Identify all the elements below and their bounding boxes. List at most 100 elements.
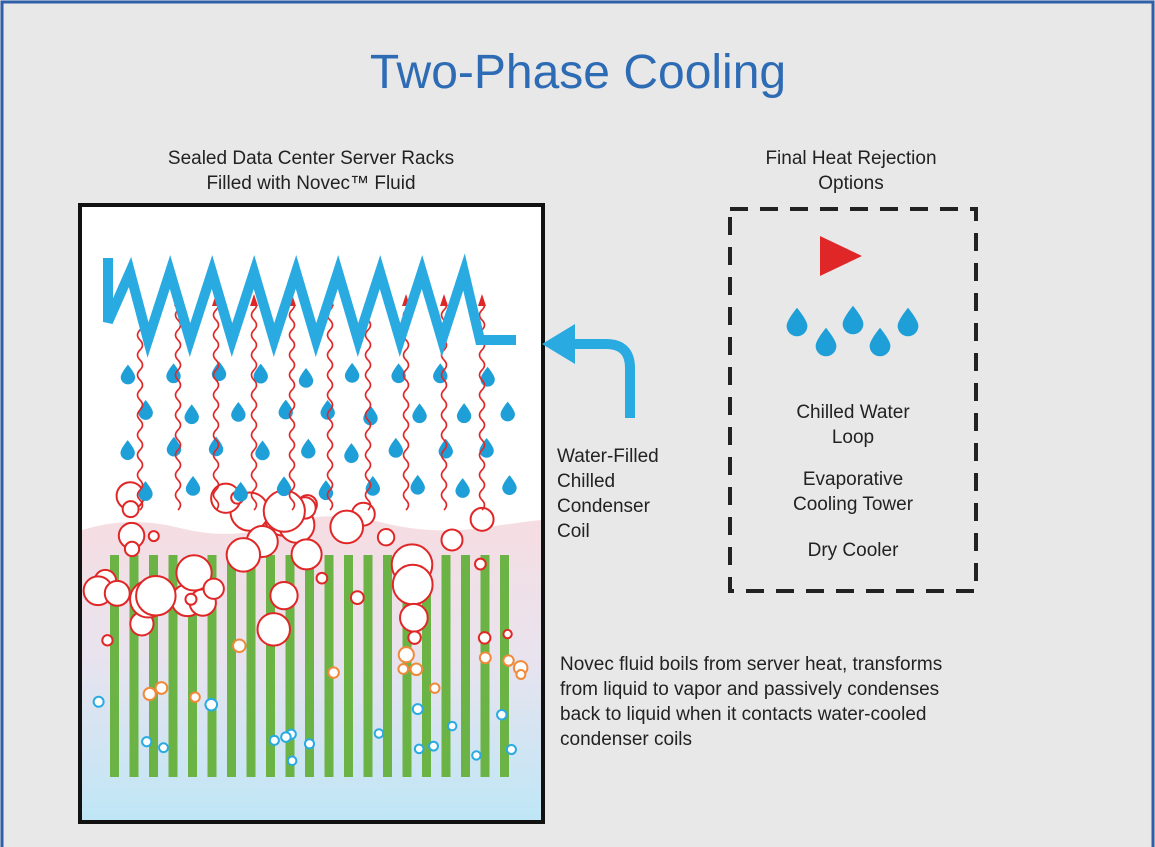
bubble [175,554,213,592]
server-board [246,555,256,777]
rejection-label: Options [818,173,883,194]
server-board [480,555,490,777]
droplet [184,404,199,425]
bubble [411,703,424,716]
vapor-wave [136,299,144,511]
tank [78,203,545,824]
server-board [266,555,275,777]
droplet [233,481,248,502]
bubble [101,634,114,647]
server-board [363,555,373,777]
droplet [455,478,470,498]
coil-label: Coil [557,521,590,542]
droplet [231,401,246,422]
server-board [441,555,451,777]
droplet [410,474,425,495]
server-board [285,555,295,777]
server-board [500,555,509,777]
bubble [262,489,306,533]
bubble [515,669,527,680]
bubble [469,506,495,532]
bubble [204,697,219,712]
bubble [329,509,365,545]
droplet [120,364,136,385]
bubble [413,743,425,755]
bubble [189,691,201,703]
bubble [373,728,385,739]
bubble [280,731,292,743]
vapor-wave [288,299,296,511]
bubble [202,577,225,600]
droplet [208,436,224,457]
bubble [103,579,131,607]
condenser-coil [103,253,516,358]
droplet [869,327,891,357]
option: Evaporative [803,469,903,490]
droplet [897,307,919,337]
droplet [318,480,334,501]
server-board [110,555,119,777]
bubble [92,695,105,708]
server-board [461,555,470,777]
bubble [505,743,517,756]
droplet [276,476,292,497]
bubble [268,734,280,746]
bubble [256,612,291,647]
droplet [185,475,201,496]
droplet [253,363,268,384]
description: from liquid to vapor and passively conde… [560,679,939,700]
bubble [440,528,464,552]
bubble [349,590,365,605]
droplet [344,443,359,463]
vapor-wave [212,299,220,511]
bubble [327,666,340,679]
bubble [478,651,492,665]
vapor-wave [326,299,334,511]
description: back to liquid when it contacts water-co… [560,704,926,725]
bubble [502,654,515,667]
description: condenser coils [560,729,692,750]
return-arrow [570,339,635,418]
droplet [391,363,406,384]
vapor-arrowhead [250,294,258,306]
return-arrowhead [542,324,575,364]
option: Dry Cooler [808,540,899,561]
bubble [269,580,299,611]
bubble [428,740,439,752]
bubble [399,602,429,633]
bubble [303,738,316,750]
droplet [500,401,515,422]
server-board [383,555,392,777]
server-board [207,555,217,777]
bubble [502,628,513,640]
vapor-wave [250,299,258,511]
bubble [409,662,424,677]
bubble [397,646,415,664]
rejection-box [728,207,978,593]
droplet [456,403,472,424]
server-board [422,555,431,777]
droplet [502,475,517,495]
droplet [298,367,314,388]
droplet [479,437,494,458]
coil-label: Condenser [557,496,651,517]
coil-label: Chilled [557,471,615,492]
bubble [429,682,441,694]
bubble [142,686,157,702]
bubble [315,571,329,585]
bubble [290,538,323,571]
vapor-wave [364,299,372,511]
coil-label: Water-Filled [557,446,659,467]
server-board [149,555,158,777]
option: Loop [832,427,874,448]
bubble [447,720,458,732]
bubble [123,540,141,558]
bubble [391,563,434,606]
droplet [301,438,316,459]
vapor-wave [174,299,182,511]
rack-label: Filled with Novec™ Fluid [206,173,415,194]
droplet [320,399,335,420]
bubble [135,575,177,617]
bubble [232,638,247,654]
server-board [344,555,353,777]
